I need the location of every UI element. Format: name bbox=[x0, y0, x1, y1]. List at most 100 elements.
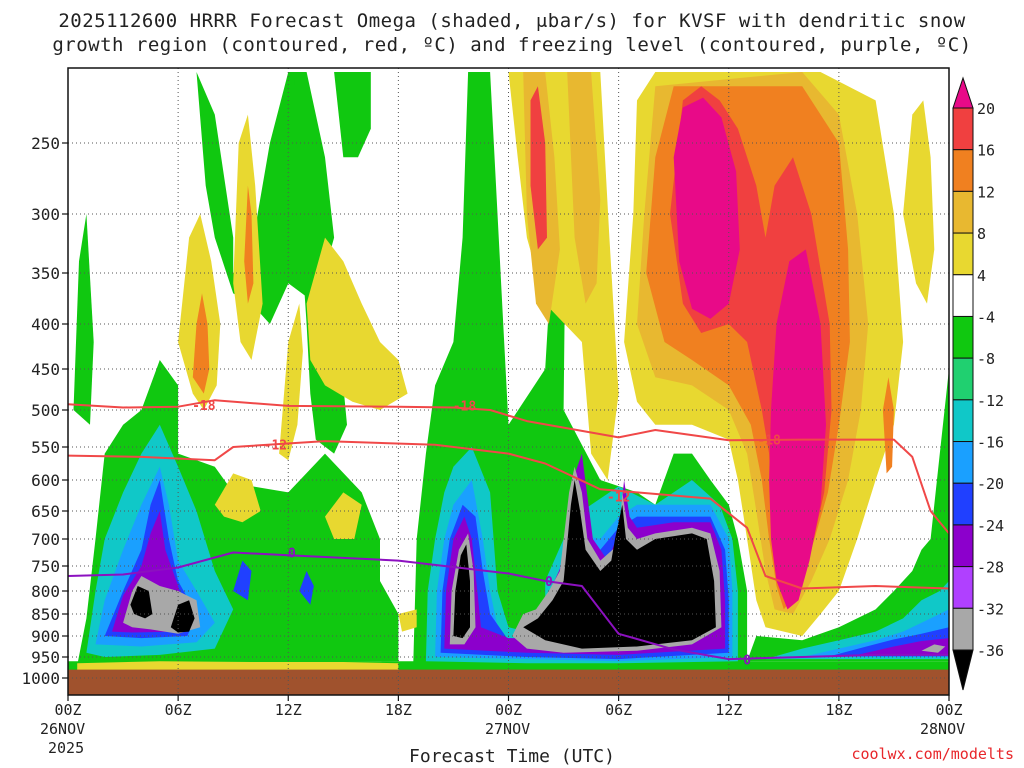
y-tick-label-450: 450 bbox=[31, 360, 60, 379]
omega-region-yellow-32 bbox=[398, 609, 417, 632]
colorbar-label-4: 4 bbox=[977, 267, 986, 285]
colorbar-segment-2 bbox=[952, 149, 974, 192]
y-tick-label-600: 600 bbox=[31, 471, 60, 490]
credit-text: coolwx.com/modelts bbox=[851, 745, 1014, 763]
y-tick-label-300: 300 bbox=[31, 205, 60, 224]
omega-region-yellow-30 bbox=[214, 473, 261, 523]
omega-region-yellow-31 bbox=[325, 492, 362, 539]
omega-region-green-12 bbox=[196, 72, 335, 324]
y-tick-label-750: 750 bbox=[31, 557, 60, 576]
y-tick-label-400: 400 bbox=[31, 315, 60, 334]
x-tick-label-42: 18Z bbox=[825, 701, 852, 719]
x-date-start: 26NOV bbox=[40, 720, 85, 738]
contour-dgz_-18 bbox=[68, 399, 949, 535]
y-tick-label-800: 800 bbox=[31, 582, 60, 601]
colorbar-segment-1 bbox=[952, 107, 974, 151]
y-tick-label-850: 850 bbox=[31, 605, 60, 624]
omega-region-black-23 bbox=[523, 480, 716, 649]
omega-region-orange-45 bbox=[882, 377, 894, 474]
contour-label-2: -18 bbox=[757, 433, 781, 448]
omega-region-gray-51 bbox=[921, 644, 946, 653]
colorbar-segment-6 bbox=[952, 315, 974, 359]
omega-region-yellow-28 bbox=[279, 303, 303, 461]
y-tick-label-350: 350 bbox=[31, 264, 60, 283]
x-tick-label-36: 12Z bbox=[715, 701, 742, 719]
colorbar-label-9: -20 bbox=[977, 475, 1004, 493]
colorbar-label-5: -4 bbox=[977, 308, 995, 326]
y-tick-label-650: 650 bbox=[31, 502, 60, 521]
x-tick-label-18: 18Z bbox=[385, 701, 412, 719]
chart-title-line-2: growth region (contoured, red, ºC) and f… bbox=[52, 34, 972, 56]
omega-region-orange-27 bbox=[244, 185, 254, 304]
x-tick-label-6: 06Z bbox=[165, 701, 192, 719]
contour-dgz_-12 bbox=[68, 440, 949, 590]
contour-label-3: -12 bbox=[264, 439, 287, 454]
x-date-end: 28NOV bbox=[920, 720, 965, 738]
x-tick-label-48: 00Z bbox=[935, 701, 962, 719]
colorbar-label-12: -32 bbox=[977, 600, 1004, 618]
x-date-mid: 27NOV bbox=[485, 720, 530, 738]
ground-surface bbox=[68, 669, 949, 695]
omega-region-black-7 bbox=[130, 586, 153, 619]
colorbar-label-1: 16 bbox=[977, 142, 995, 160]
colorbar-segment-8 bbox=[952, 399, 974, 443]
x-tick-label-0: 00Z bbox=[54, 701, 81, 719]
y-tick-label-900: 900 bbox=[31, 627, 60, 646]
x-tick-label-24: 00Z bbox=[495, 701, 522, 719]
colorbar-segment-12 bbox=[952, 566, 974, 609]
omega-region-blue-9 bbox=[233, 560, 252, 601]
omega-region-magenta-43 bbox=[769, 249, 826, 610]
colorbar-label-6: -8 bbox=[977, 350, 995, 368]
gridlines bbox=[68, 68, 949, 695]
x-tick-label-12: 12Z bbox=[275, 701, 302, 719]
x-year-start: 2025 bbox=[48, 739, 84, 757]
contour-label-4: -12 bbox=[607, 490, 630, 505]
omega-shading-layer bbox=[68, 72, 949, 674]
colorbar-label-11: -28 bbox=[977, 559, 1004, 577]
x-axis: 00Z 06Z 12Z 18Z 00Z 06Z 12Z 18Z 00Z bbox=[54, 695, 963, 719]
omega-region-gold-36 bbox=[567, 72, 601, 304]
contour-label-1: -18 bbox=[453, 400, 477, 415]
omega-region-yellow-33 bbox=[77, 661, 399, 672]
omega-region-magenta-42 bbox=[673, 97, 740, 319]
colorbar-segment-7 bbox=[952, 357, 974, 401]
contour-label-5: 0 bbox=[288, 547, 296, 562]
x-tick-label-30: 06Z bbox=[605, 701, 632, 719]
colorbar-label-10: -24 bbox=[977, 517, 1004, 535]
y-tick-label-550: 550 bbox=[31, 438, 60, 457]
colorbar-segment-11 bbox=[952, 524, 974, 568]
omega-region-yellow-44 bbox=[903, 100, 935, 304]
colorbar-top-triangle bbox=[952, 76, 974, 109]
colorbar: 20 16 12 8 4 -4 -8 -12 -16 -20 -24 -28 -32 -36 bbox=[952, 76, 1004, 691]
colorbar-label-7: -12 bbox=[977, 392, 1004, 410]
colorbar-segment-5 bbox=[952, 274, 974, 317]
y-tick-label-1000: 1000 bbox=[21, 669, 60, 688]
omega-region-green-11 bbox=[73, 214, 94, 425]
colorbar-segment-3 bbox=[952, 190, 974, 234]
omega-region-black-8 bbox=[170, 600, 195, 633]
colorbar-segment-4 bbox=[952, 232, 974, 276]
colorbar-segment-10 bbox=[952, 482, 974, 526]
contour-label-7: 0 bbox=[743, 653, 751, 668]
contour-label-0: -18 bbox=[192, 399, 216, 414]
y-tick-label-950: 950 bbox=[31, 648, 60, 667]
y-tick-label-250: 250 bbox=[31, 134, 60, 153]
omega-region-green-14 bbox=[334, 72, 371, 158]
x-axis-label: Forecast Time (UTC) bbox=[409, 746, 615, 767]
contour-layer: -18 -18 -18 -12 -12 0 0 0 bbox=[68, 399, 949, 668]
y-axis: 250 300 350 400 450 500 550 600 650 700 750 800 850 9… bbox=[21, 134, 68, 688]
contour-freezing_0 bbox=[68, 551, 949, 661]
colorbar-label-13: -36 bbox=[977, 642, 1004, 660]
y-tick-label-500: 500 bbox=[31, 401, 60, 420]
colorbar-label-8: -16 bbox=[977, 434, 1004, 452]
omega-region-yellow-29 bbox=[306, 237, 408, 410]
contour-label-6: 0 bbox=[545, 575, 553, 590]
colorbar-label-0: 20 bbox=[977, 100, 995, 118]
omega-region-blue-10 bbox=[299, 571, 314, 605]
omega-region-red-37 bbox=[530, 86, 547, 250]
colorbar-label-2: 12 bbox=[977, 183, 995, 201]
colorbar-label-3: 8 bbox=[977, 225, 986, 243]
colorbar-bottom-triangle bbox=[952, 649, 974, 691]
omega-region-green-46 bbox=[747, 369, 949, 662]
